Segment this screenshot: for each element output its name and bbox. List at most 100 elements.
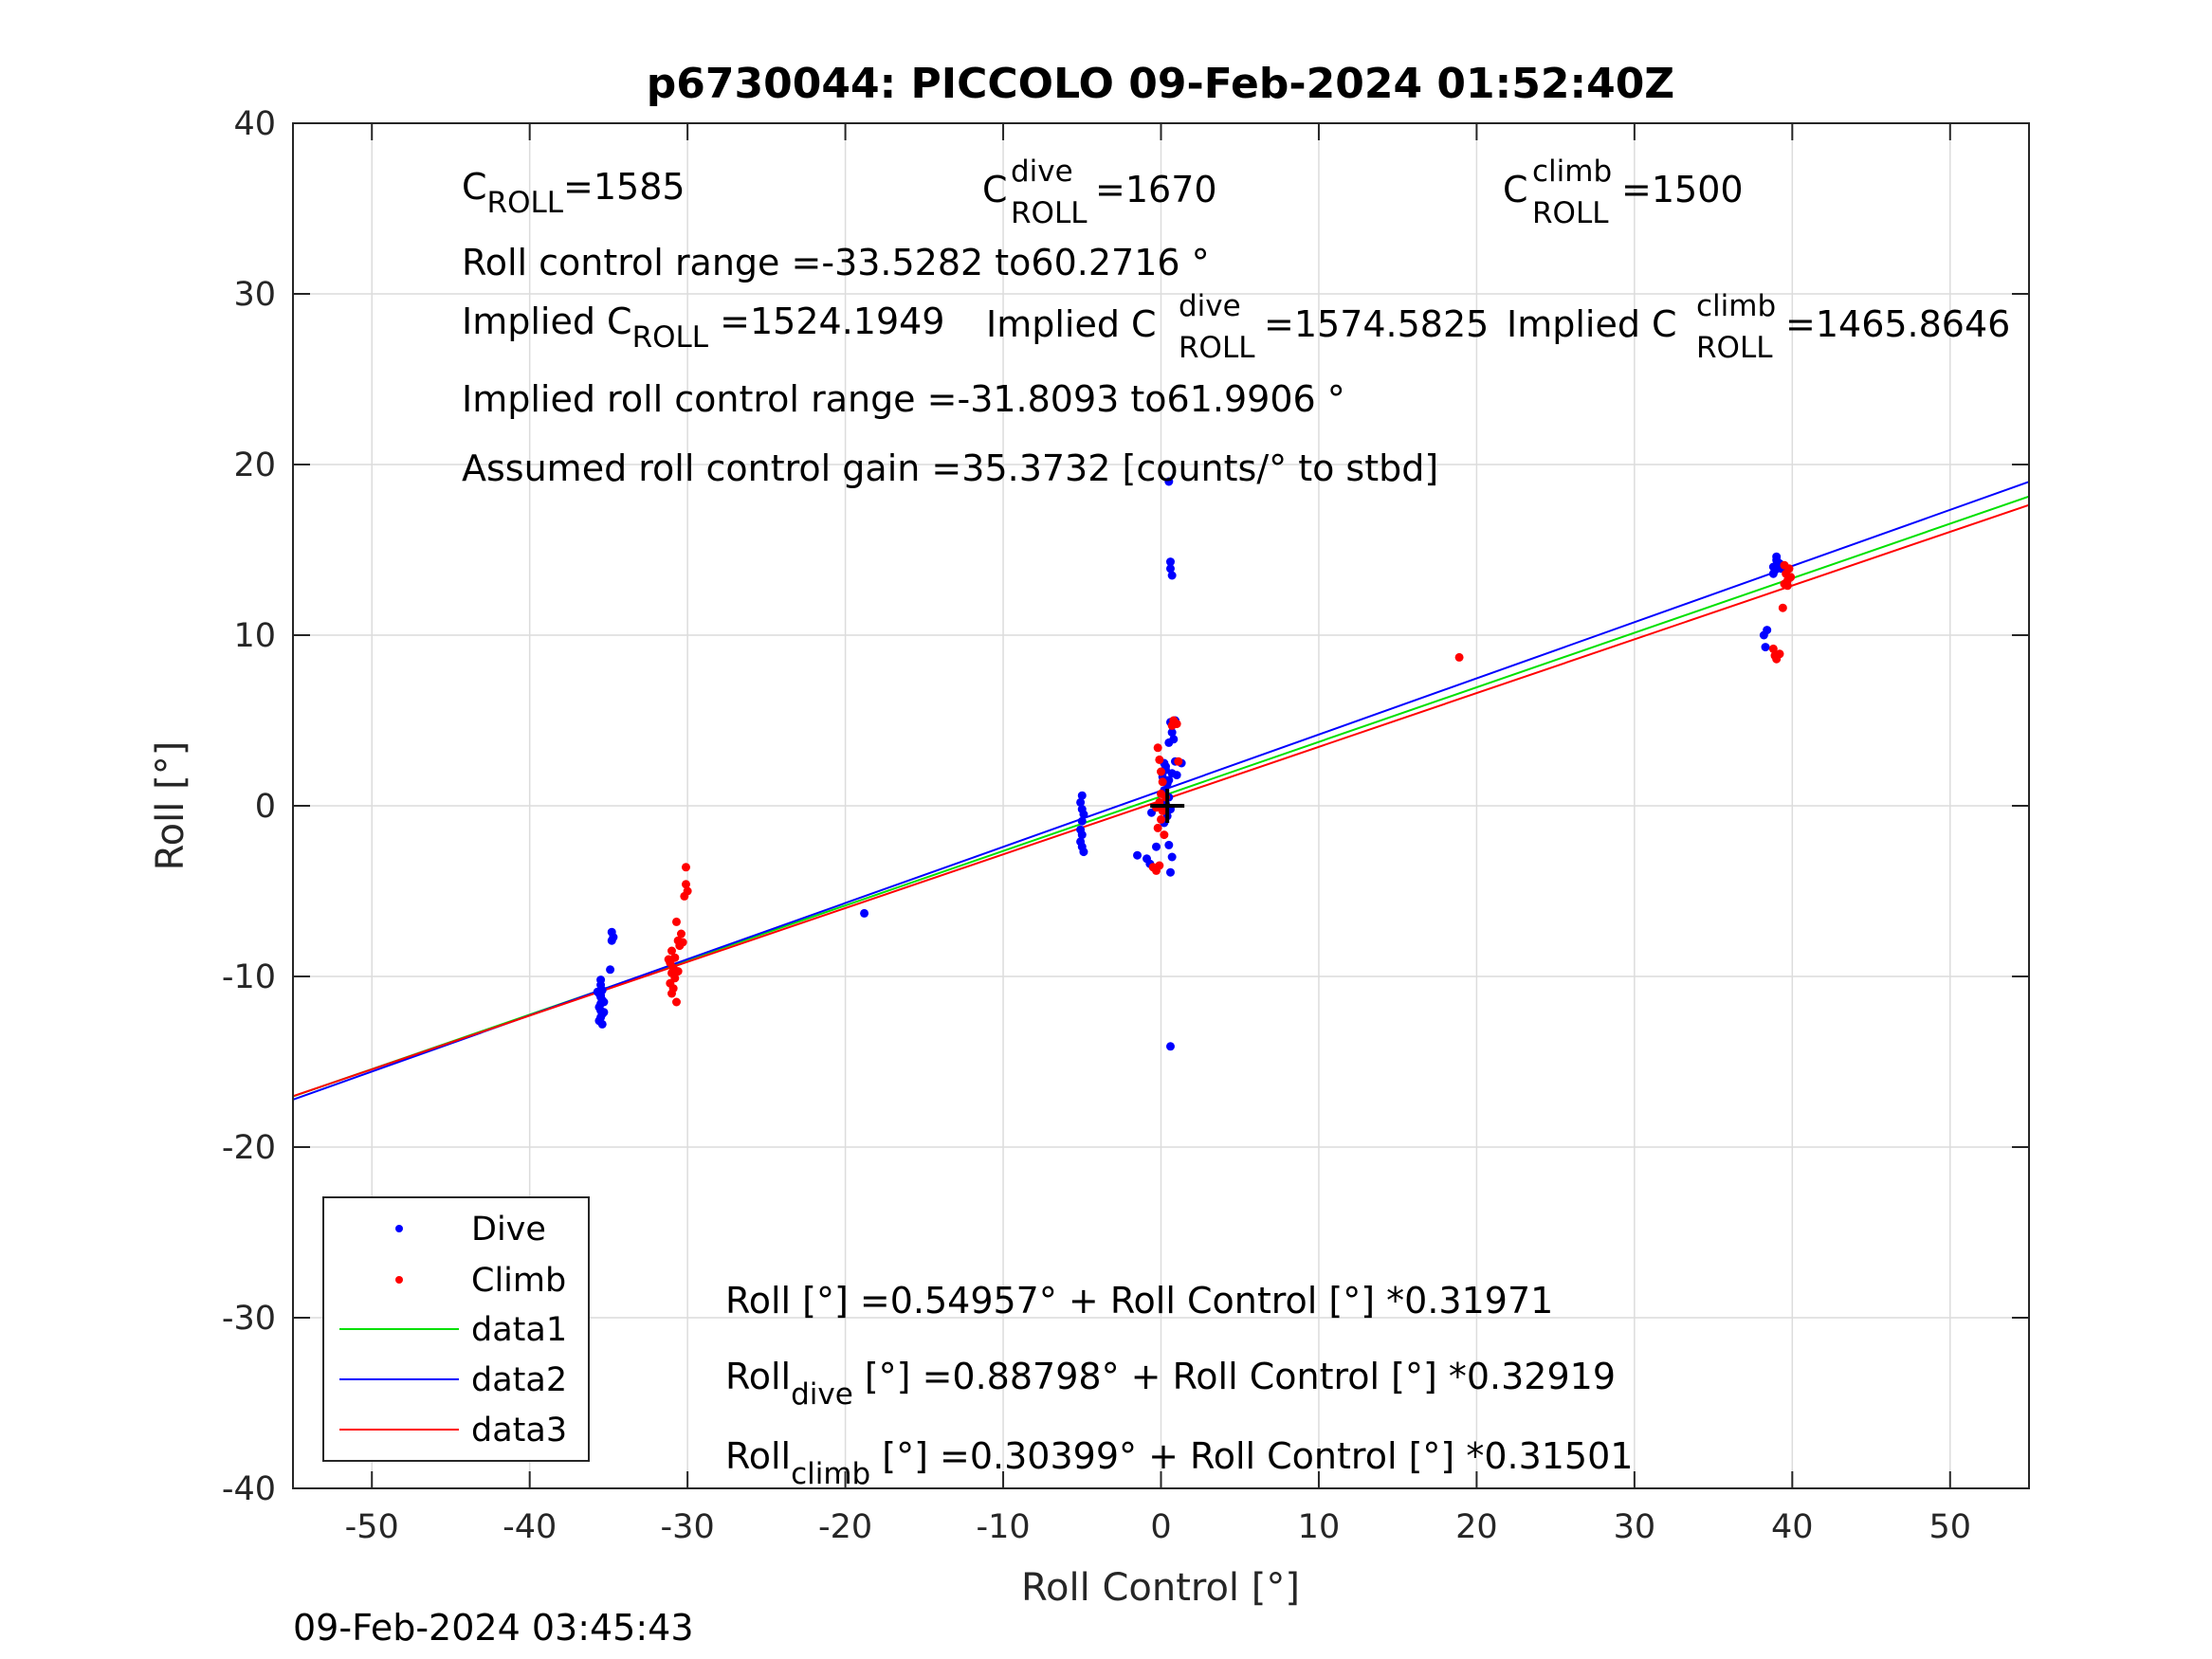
- climb-point: [1454, 652, 1464, 662]
- climb-point: [1778, 603, 1787, 612]
- x-tick-label: 50: [1929, 1508, 1971, 1546]
- implied-c-roll-main: Implied C: [462, 301, 632, 342]
- climb-point: [681, 880, 690, 889]
- dive-point: [1772, 552, 1782, 561]
- dive-point: [607, 936, 616, 945]
- climb-point: [1172, 720, 1181, 729]
- x-tick-label: -50: [345, 1508, 399, 1546]
- fit-equation-climb: Rollclimb [°] =0.30399° + Roll Control […: [725, 1435, 1633, 1491]
- dive-point: [1076, 837, 1086, 847]
- dive-point: [1167, 728, 1177, 738]
- c-roll-dive-main: C: [982, 169, 1008, 210]
- fit-equation-all: Roll [°] =0.54957° + Roll Control [°] *0…: [725, 1280, 1553, 1322]
- dive-point: [1165, 557, 1175, 567]
- y-axis-label: Roll [°]: [149, 741, 192, 871]
- annotation-c-roll-climb-sub: ROLL: [1532, 196, 1609, 230]
- climb-point: [671, 997, 681, 1007]
- legend-data1-label: data1: [471, 1311, 567, 1349]
- climb-point: [1174, 757, 1183, 766]
- dive-point: [1169, 735, 1179, 744]
- y-tick-label: -30: [222, 1300, 276, 1338]
- climb-point: [1157, 767, 1165, 776]
- x-tick-label: 20: [1455, 1508, 1498, 1546]
- dive-point: [1165, 1042, 1175, 1051]
- dive-point: [597, 1019, 607, 1029]
- fit-climb-main: Roll: [725, 1435, 791, 1477]
- climb-point: [673, 967, 683, 976]
- fit-climb-rest: [°] =0.30399° + Roll Control [°] *0.3150…: [870, 1435, 1633, 1477]
- y-tick-label: 30: [233, 276, 276, 314]
- annotation-implied-c-roll-dive-sub: ROLL: [1179, 331, 1255, 365]
- dive-point: [1167, 571, 1177, 580]
- dive-point: [1077, 830, 1087, 840]
- x-tick-labels: -50 -40 -30 -20 -10 0 10 20 30 40 50: [345, 1508, 1971, 1546]
- dive-point: [1165, 867, 1175, 877]
- dive-point: [1079, 810, 1088, 819]
- x-tick-label: -30: [661, 1508, 715, 1546]
- fit-climb-sub: climb: [791, 1457, 870, 1491]
- climb-point: [680, 891, 689, 901]
- annotation-implied-c-roll-dive: Implied C: [986, 303, 1157, 345]
- dive-point: [1172, 771, 1181, 780]
- dive-point: [599, 997, 609, 1007]
- climb-point: [1768, 644, 1778, 653]
- y-tick-label: 40: [233, 105, 276, 143]
- annotation-c-roll-dive: C: [982, 169, 1008, 210]
- climb-point: [1153, 823, 1162, 832]
- climb-point: [1782, 581, 1792, 591]
- implied-c-roll-sub: ROLL: [632, 320, 709, 355]
- climb-point: [1153, 743, 1162, 753]
- x-tick-label: -10: [976, 1508, 1030, 1546]
- dive-point: [606, 965, 615, 975]
- climb-point: [664, 955, 673, 964]
- legend-dive-label: Dive: [471, 1211, 546, 1249]
- x-tick-label: 10: [1298, 1508, 1341, 1546]
- annotation-c-roll-climb-value: =1500: [1621, 169, 1744, 210]
- climb-point: [1158, 777, 1167, 787]
- dive-point: [1076, 797, 1086, 807]
- annotation-c-roll-dive-sub: ROLL: [1011, 196, 1088, 230]
- fit-dive-sub: dive: [791, 1377, 853, 1412]
- dive-point: [1768, 569, 1778, 578]
- dive-point: [1763, 626, 1772, 635]
- climb-point: [681, 863, 690, 872]
- y-tick-label: 10: [233, 617, 276, 655]
- climb-point: [676, 929, 686, 939]
- annotation-implied-c-roll-dive-sup: dive: [1179, 289, 1241, 323]
- y-tick-label: 0: [255, 788, 276, 826]
- fit-equation-dive: Rolldive [°] =0.88798° + Roll Control [°…: [725, 1356, 1616, 1412]
- chart-title: p6730044: PICCOLO 09-Feb-2024 01:52:40Z: [647, 60, 1674, 108]
- y-tick-label: -20: [222, 1129, 276, 1167]
- dive-point: [860, 908, 869, 918]
- climb-point: [667, 989, 676, 998]
- dive-point: [1761, 643, 1770, 652]
- dive-point: [1164, 840, 1174, 849]
- annotation-implied-c-roll: Implied CROLL =1524.1949: [462, 301, 944, 355]
- climb-point: [667, 946, 676, 956]
- climb-point: [1780, 560, 1789, 570]
- annotation-implied-c-roll-climb-sup: climb: [1696, 289, 1776, 323]
- legend: Dive Climb data1 data2 data3: [322, 1196, 590, 1462]
- dive-point: [1077, 791, 1087, 800]
- dive-point: [1079, 848, 1088, 857]
- climb-point: [678, 938, 687, 947]
- climb-point: [1157, 814, 1165, 824]
- climb-point: [1160, 830, 1169, 840]
- dive-point: [593, 987, 602, 996]
- annotation-c-roll-dive-sup: dive: [1011, 155, 1073, 189]
- annotation-implied-range: Implied roll control range =-31.8093 to6…: [462, 378, 1345, 420]
- legend-climb-label: Climb: [471, 1262, 566, 1300]
- dive-point: [1165, 564, 1175, 574]
- c-roll-climb-main: C: [1503, 169, 1528, 210]
- dive-point: [599, 1008, 609, 1017]
- x-tick-label: 0: [1150, 1508, 1171, 1546]
- x-tick-label: 30: [1614, 1508, 1656, 1546]
- climb-point: [1158, 806, 1167, 815]
- annotation-c-roll-dive-value: =1670: [1095, 169, 1217, 210]
- c-roll-value: =1585: [563, 166, 686, 208]
- annotation-implied-c-roll-dive-value: =1574.5825: [1264, 303, 1489, 345]
- implied-c-roll-value: =1524.1949: [708, 301, 944, 342]
- legend-data2-label: data2: [471, 1361, 567, 1399]
- c-roll-main: C: [462, 166, 487, 208]
